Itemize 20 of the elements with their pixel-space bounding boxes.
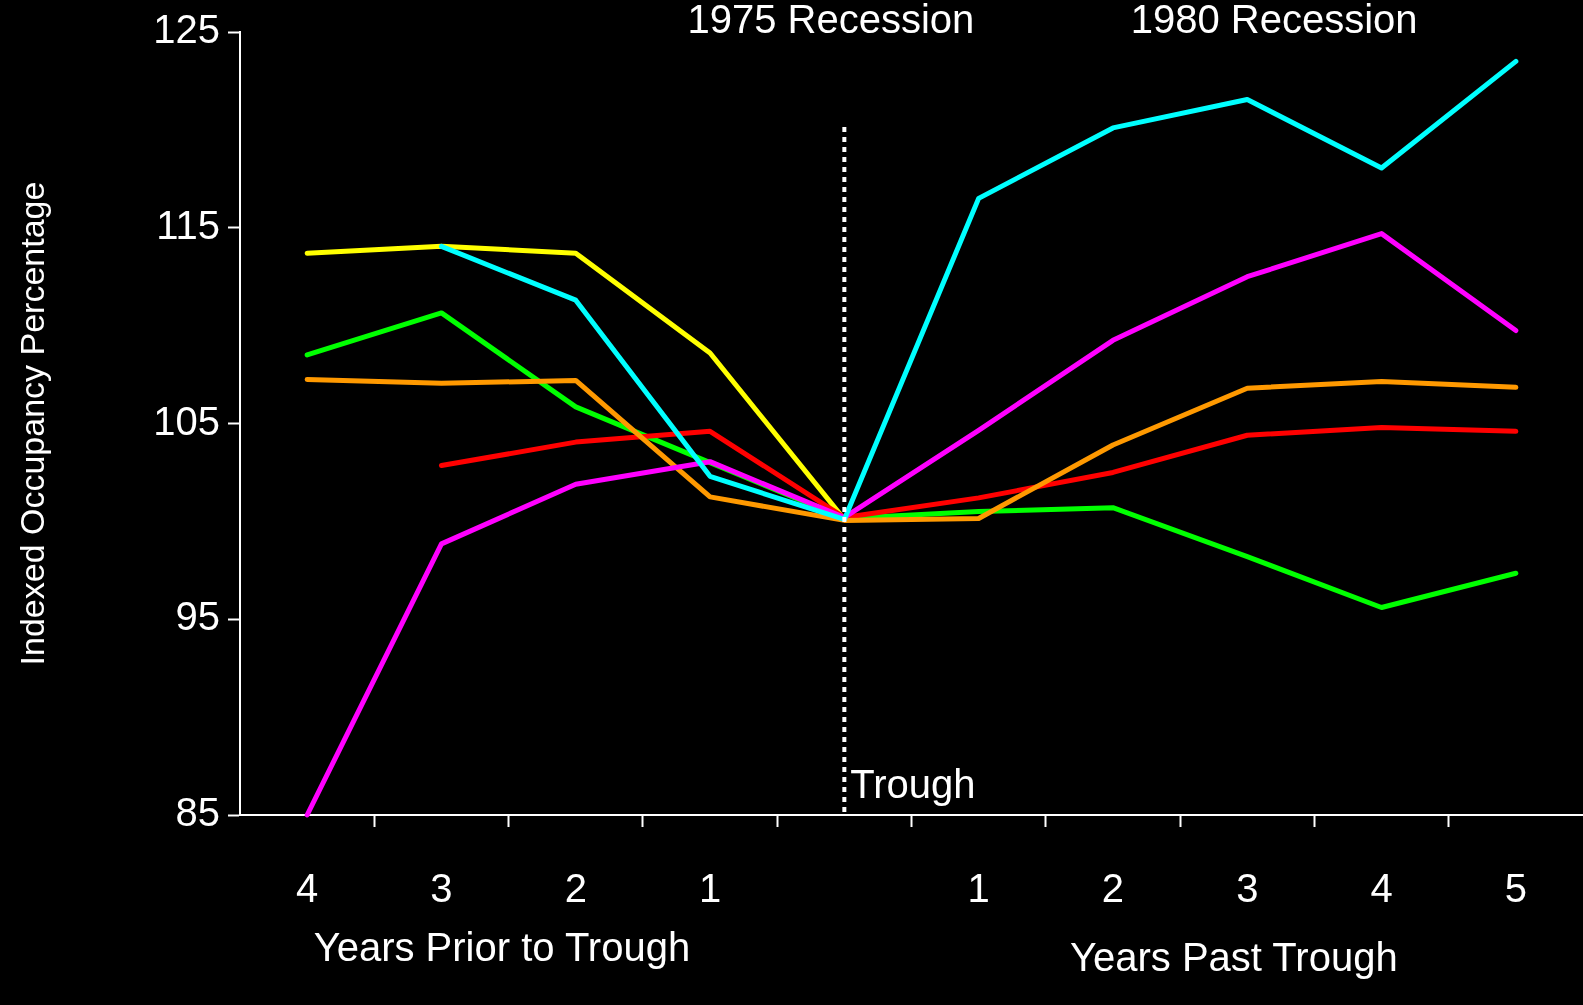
x-tick-label: 3 [1236,866,1259,911]
y-axis-title: Indexed Occupancy Percentage [12,181,51,666]
ref-line-label: Trough [850,762,976,807]
y-tick-label: 85 [175,790,220,835]
x-tick-label: 1 [698,866,722,911]
annotation: 1975 Recession [687,0,975,42]
x-tick-label: 3 [430,866,453,911]
x-tick-label: 4 [296,866,319,911]
text: Years Past Trough [1070,935,1398,980]
y-tick-label: 125 [153,7,220,52]
x-tick-label: 4 [1370,866,1393,911]
annotation: 1980 Recession [1130,0,1418,42]
x-axis-title: Years Prior to Trough [313,925,691,970]
x-tick-label: 2 [1101,866,1125,911]
x-tick-label: 5 [1504,866,1527,911]
y-tick-label: 105 [153,398,220,443]
x-tick-label: 2 [564,866,587,911]
y-tick-label: 115 [156,202,220,247]
y-tick-label: 95 [175,594,220,639]
x-tick-label: 1 [967,866,990,911]
